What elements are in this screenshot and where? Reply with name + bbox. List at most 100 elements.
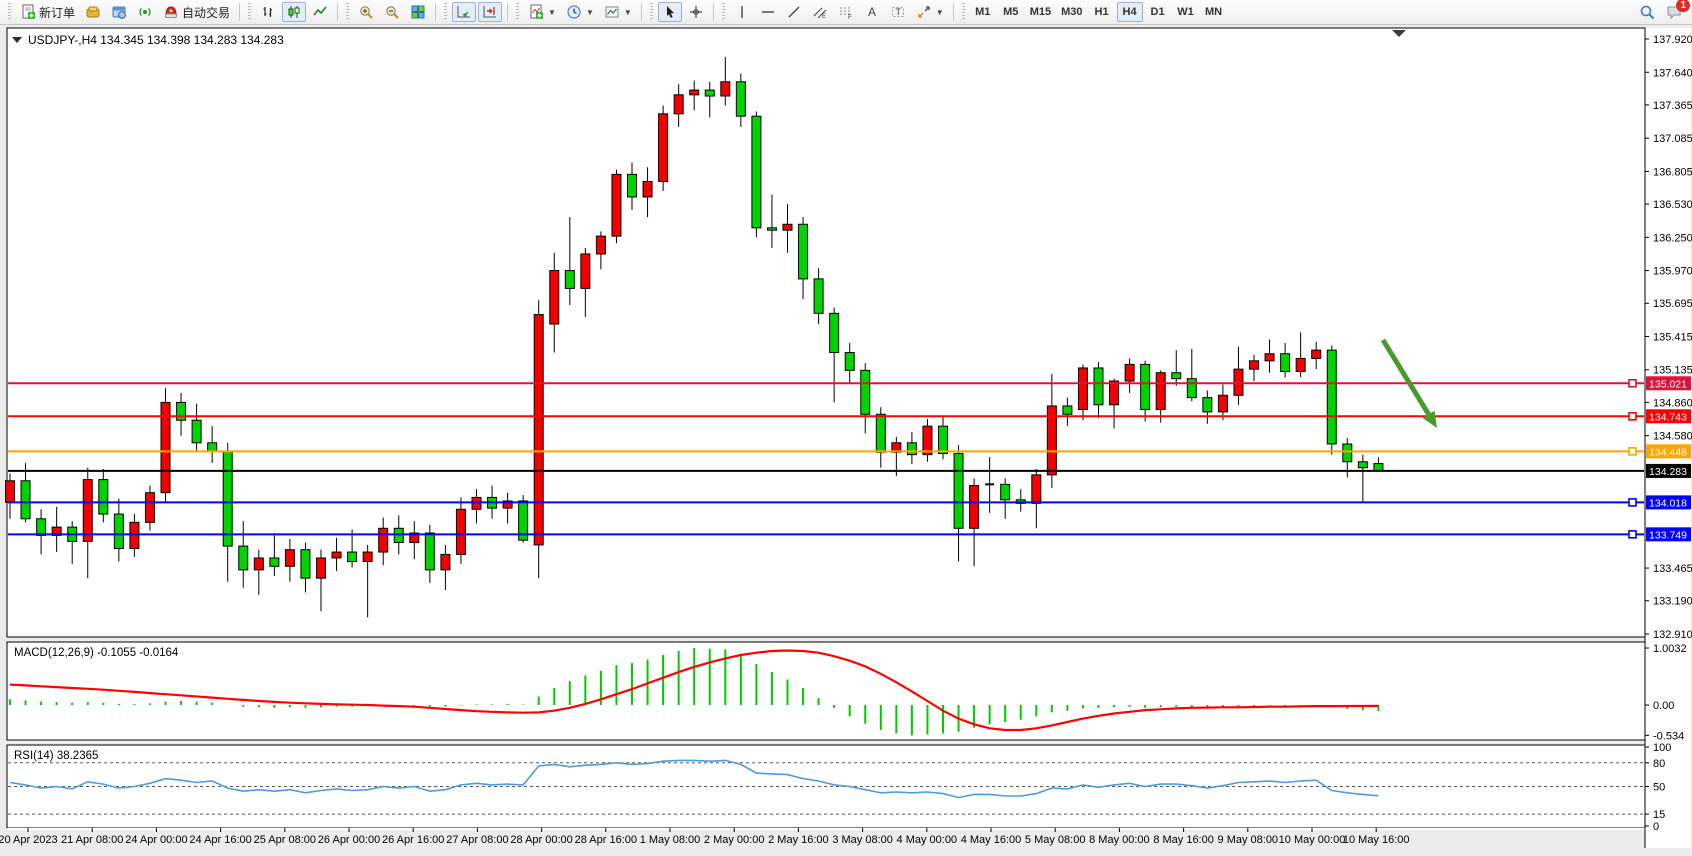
notifications-button[interactable]: 1: [1662, 0, 1690, 22]
toolbar-separator: [337, 3, 339, 21]
price-tag-label: 133.749: [1649, 529, 1687, 541]
candle-body: [595, 235, 606, 255]
vertical-line-button[interactable]: [730, 2, 754, 22]
profiles-button[interactable]: [81, 2, 105, 22]
macd-tick-label: 1.0032: [1653, 643, 1687, 655]
timeframe-mn-button[interactable]: MN: [1204, 6, 1223, 18]
candle-body: [798, 223, 809, 280]
timeframe-m1-button[interactable]: M1: [975, 6, 991, 18]
candle-body: [766, 227, 777, 231]
price-tick-label: 135.695: [1653, 298, 1692, 310]
equidistant-channel-button[interactable]: E: [808, 2, 832, 22]
candle-body: [1264, 353, 1275, 362]
text-label-icon: T: [890, 4, 906, 20]
chart-shift-button[interactable]: [478, 2, 503, 22]
zoom-out-button[interactable]: [380, 2, 404, 22]
candle-body: [1062, 405, 1073, 415]
toolbar-separator: [507, 3, 509, 21]
search-button[interactable]: [1635, 2, 1660, 22]
autotrading-button[interactable]: 自动交易: [159, 2, 234, 22]
candle-body: [953, 452, 964, 529]
indicators-icon: [528, 4, 544, 20]
fibonacci-button[interactable]: F: [834, 2, 858, 22]
macd-tick-label: 0.00: [1653, 700, 1674, 712]
timeframe-w1-button[interactable]: W1: [1177, 6, 1194, 18]
timeframe-m30-button[interactable]: M30: [1061, 6, 1083, 18]
chart-shift-marker[interactable]: [1392, 30, 1406, 37]
hline-handle[interactable]: [1628, 447, 1637, 456]
line-chart-icon: [312, 4, 328, 20]
candle-body: [160, 401, 171, 494]
price-tag: [1646, 527, 1691, 542]
periods-button[interactable]: ▼: [562, 2, 598, 22]
timeframe-m15-button[interactable]: M15: [1029, 6, 1052, 18]
zoom-in-button[interactable]: [354, 2, 378, 22]
sell-arrow-head[interactable]: [1422, 410, 1437, 428]
toolbar-group-handle[interactable]: [720, 3, 726, 21]
autotrading-icon: [163, 4, 179, 20]
time-tick-label: 1 May 08:00: [640, 834, 701, 846]
templates-button[interactable]: ▼: [600, 2, 636, 22]
toolbar-group-handle[interactable]: [247, 3, 253, 21]
market-watch-button[interactable]: [107, 2, 131, 22]
candle-body: [658, 113, 669, 183]
text-button[interactable]: A: [860, 2, 884, 22]
arrows-button[interactable]: ▼: [912, 2, 948, 22]
price-tag-label: 134.283: [1649, 466, 1687, 478]
crosshair-button[interactable]: [684, 2, 708, 22]
price-tag: [1646, 376, 1691, 391]
candle-body: [1295, 357, 1306, 373]
candle-body: [611, 173, 622, 237]
candlestick-chart-button[interactable]: [282, 2, 307, 22]
hline-handle[interactable]: [1628, 412, 1637, 421]
timeframe-d1-button[interactable]: D1: [1150, 6, 1165, 18]
candle-body: [1109, 380, 1120, 406]
candle-body: [720, 81, 731, 97]
timeframe-h4-button[interactable]: H4: [1116, 2, 1143, 22]
new-order-button[interactable]: 新订单: [16, 2, 79, 22]
horizontal-line-button[interactable]: [756, 2, 780, 22]
tile-windows-button[interactable]: [406, 2, 430, 22]
svg-text:E: E: [822, 14, 826, 20]
signals-button[interactable]: [133, 2, 157, 22]
chart-window: 137.920 137.640 137.365 137.085 136.805 136.5…: [0, 25, 1692, 856]
bar-chart-button[interactable]: [256, 2, 280, 22]
trendline-button[interactable]: [782, 2, 806, 22]
toolbar-group-handle[interactable]: [648, 3, 654, 21]
timeframe-h1-button[interactable]: H1: [1094, 6, 1109, 18]
time-tick-label: 25 Apr 08:00: [254, 834, 316, 846]
candle-body: [829, 312, 840, 354]
auto-scroll-button[interactable]: [452, 2, 477, 22]
cursor-button[interactable]: [657, 2, 682, 22]
chart-context-icon[interactable]: [12, 37, 22, 43]
text-label-button[interactable]: T: [886, 2, 910, 22]
zoom-out-icon: [384, 4, 400, 20]
indicators-button[interactable]: ▼: [524, 2, 560, 22]
toolbar-group-handle[interactable]: [345, 3, 351, 21]
rsi-tick-label: 15: [1653, 809, 1665, 821]
candle-body: [1031, 474, 1042, 504]
candle-body: [533, 314, 544, 546]
candle-body: [813, 278, 824, 314]
line-chart-button[interactable]: [308, 2, 332, 22]
toolbar-group-handle[interactable]: [7, 3, 12, 21]
sell-arrow-line[interactable]: [1380, 338, 1431, 416]
hline-handle[interactable]: [1628, 378, 1637, 388]
price-tag-label: 134.743: [1649, 411, 1687, 423]
chevron-down-icon: ▼: [585, 7, 594, 17]
time-tick-label: 24 Apr 00:00: [125, 834, 187, 846]
macd-pane: [6, 641, 1646, 741]
templates-icon: [604, 4, 620, 20]
rsi-line: [9, 759, 1379, 799]
time-tick-label: 4 May 00:00: [897, 834, 958, 846]
candle-body: [1280, 353, 1291, 373]
toolbar-group-handle[interactable]: [960, 3, 966, 21]
arrows-icon: [916, 4, 932, 20]
axis-background[interactable]: [1645, 28, 1691, 848]
toolbar-group-handle[interactable]: [443, 3, 449, 21]
hline-handle[interactable]: [1628, 530, 1637, 539]
cursor-icon: [662, 4, 678, 20]
timeframe-m5-button[interactable]: M5: [1003, 6, 1019, 18]
toolbar-group-handle[interactable]: [515, 3, 521, 21]
hline-handle[interactable]: [1628, 498, 1637, 507]
